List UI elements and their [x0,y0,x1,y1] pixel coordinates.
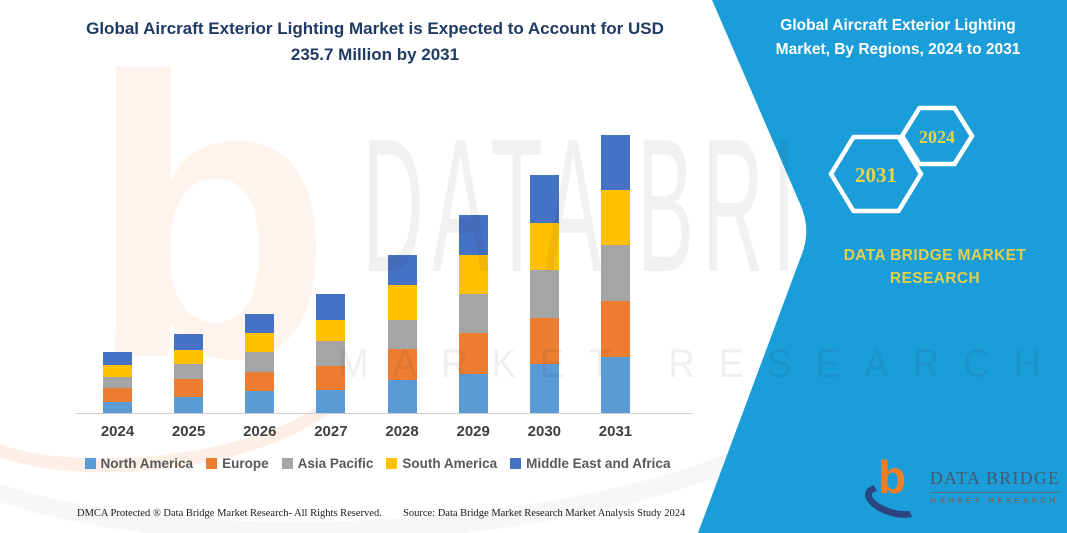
bar-segment-middle-east-and-africa-2026 [245,313,275,333]
x-axis-line [76,413,693,414]
legend-swatch-icon [510,458,522,469]
legend-item-south-america: South America [386,456,497,471]
bar-segment-middle-east-and-africa-2025 [174,333,204,350]
legend-label: North America [100,456,194,471]
bar-segment-south-america-2031 [600,190,630,246]
bar-segment-middle-east-and-africa-2028 [387,254,417,286]
x-axis-label-2031: 2031 [598,423,633,440]
chart-title: Global Aircraft Exterior Lighting Market… [86,19,664,64]
bar-segment-north-america-2025 [174,396,204,413]
bar-segment-north-america-2026 [245,390,275,413]
bar-segment-asia-pacific-2025 [174,364,204,379]
logo-b-icon: b [878,451,907,503]
footer-dmca-text: DMCA Protected ® Data Bridge Market Rese… [77,508,382,519]
bar-segment-asia-pacific-2028 [387,319,417,349]
legend-label: South America [402,456,498,471]
bar-segment-europe-2027 [316,365,346,390]
legend-item-middle-east-and-africa: Middle East and Africa [510,456,670,471]
bar-segment-asia-pacific-2024 [103,377,132,389]
databridge-logo-icon: b [860,451,926,525]
legend-label: Asia Pacific [297,456,374,471]
hexagon-2031-label: 2031 [855,163,897,187]
bar-segment-asia-pacific-2027 [316,341,346,366]
bar-segment-north-america-2027 [316,389,346,413]
bar-segment-europe-2029 [458,333,488,374]
logo-name: DATA BRIDGE [930,468,1060,493]
bar-segment-middle-east-and-africa-2029 [458,215,488,255]
bar-segment-south-america-2029 [458,254,488,294]
legend-swatch-icon [84,458,96,469]
legend-item-north-america: North America [84,456,194,471]
bar-segment-north-america-2031 [600,357,630,413]
x-axis-label-2024: 2024 [100,423,135,440]
bar-segment-europe-2025 [174,378,204,397]
watermark-logo-b-icon: b [88,0,333,441]
hexagon-2031 [828,134,924,214]
databridge-logo: b DATA BRIDGE MARKET RESEARCH [860,451,1060,525]
legend-swatch-icon [281,458,293,469]
footer-source-text: Source: Data Bridge Market Research Mark… [403,508,686,519]
bar-segment-south-america-2026 [245,333,275,352]
bar-segment-south-america-2027 [316,319,346,342]
x-axis-label-2028: 2028 [385,423,419,440]
x-axis-label-2026: 2026 [243,423,277,440]
logo-subtitle: MARKET RESEARCH [930,496,1059,505]
bar-segment-europe-2028 [387,348,417,380]
bar-segment-asia-pacific-2026 [245,351,275,372]
legend-item-asia-pacific: Asia Pacific [281,456,374,471]
bar-segment-europe-2030 [529,318,559,364]
bar-segment-north-america-2024 [103,402,132,413]
bar-segment-south-america-2025 [174,349,204,365]
hexagon-2024-label: 2024 [919,127,955,147]
legend: North America Europe Asia Pacific South Ame… [70,456,685,471]
legend-swatch-icon [386,458,398,469]
x-axis-label-2027: 2027 [314,423,348,440]
hexagon-2024 [899,105,975,167]
x-axis-label-2025: 2025 [171,423,206,440]
plot-area: 2024 2025 2026 2027 2028 2029 2030 2031 [76,135,693,440]
bar-segment-middle-east-and-africa-2027 [316,293,346,320]
legend-label: Middle East and Africa [526,456,671,471]
bar-segment-south-america-2030 [529,223,559,271]
legend-swatch-icon [206,458,218,469]
legend-label: Europe [222,456,269,471]
bar-segment-north-america-2028 [387,379,417,413]
bar-segment-south-america-2028 [387,285,417,320]
bar-segment-asia-pacific-2031 [600,245,630,302]
bar-segment-north-america-2030 [529,363,559,413]
panel-brand-text: DATA BRIDGE MARKET RESEARCH [843,247,1027,288]
panel-title: Global Aircraft Exterior Lighting Market… [775,17,1021,59]
bar-segment-asia-pacific-2030 [529,270,559,319]
bar-segment-middle-east-and-africa-2030 [529,175,559,224]
bar-segment-europe-2031 [600,301,630,358]
bar-segment-south-america-2024 [103,365,132,378]
bar-segment-middle-east-and-africa-2031 [600,135,630,191]
bar-segment-europe-2026 [245,371,275,391]
bar-segment-middle-east-and-africa-2024 [103,352,132,366]
x-axis-label-2029: 2029 [456,423,490,440]
x-axis-label-2030: 2030 [527,423,562,440]
legend-item-europe: Europe [206,456,269,471]
bar-segment-europe-2024 [103,388,132,403]
bar-segment-north-america-2029 [458,373,488,413]
bar-segment-asia-pacific-2029 [458,293,488,333]
hexagon-badges: 2031 2024 [828,105,975,214]
